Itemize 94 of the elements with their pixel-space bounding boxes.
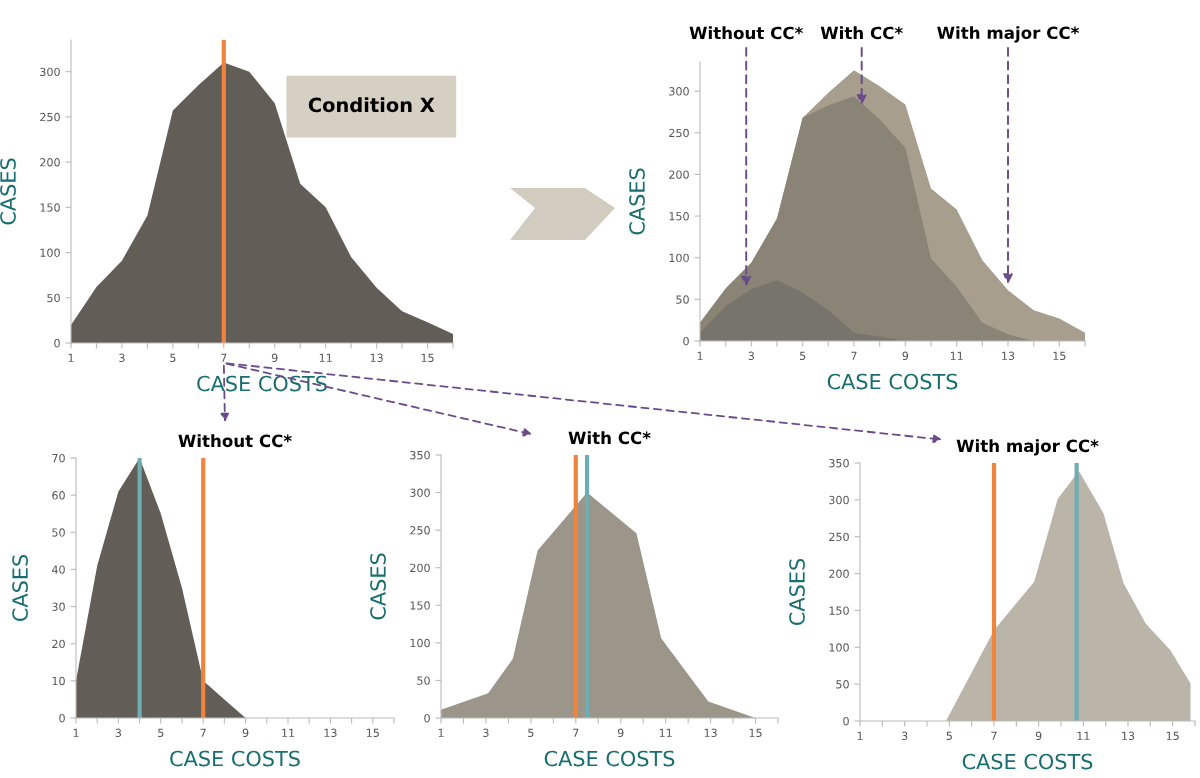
x-tick-label: 5 bbox=[528, 728, 534, 738]
y-tick-label: 200 bbox=[829, 569, 849, 578]
x-tick-label: 1 bbox=[438, 728, 444, 737]
y-tick-label: 200 bbox=[40, 158, 60, 167]
x-tick-label: 7 bbox=[573, 728, 579, 737]
y-tick-label: 50 bbox=[52, 528, 65, 537]
x-tick-label: 3 bbox=[119, 353, 125, 363]
y-axis-title: CASES bbox=[629, 168, 645, 235]
x-tick-label: 13 bbox=[1002, 351, 1015, 361]
y-tick-label: 60 bbox=[52, 491, 65, 500]
x-tick-label: 5 bbox=[946, 731, 952, 741]
y-tick-label: 40 bbox=[51, 565, 65, 574]
chart-title: With CC* bbox=[568, 431, 651, 445]
y-axis-title: CASES bbox=[12, 554, 28, 622]
annotation: Without CC* bbox=[689, 26, 803, 40]
y-tick-label: 0 bbox=[424, 713, 430, 723]
x-tick-label: 5 bbox=[158, 728, 164, 738]
x-tick-label: 9 bbox=[617, 728, 624, 738]
y-tick-label: 150 bbox=[669, 212, 689, 221]
annotation: With CC* bbox=[820, 26, 903, 40]
y-tick-label: 150 bbox=[410, 601, 430, 610]
y-tick-label: 350 bbox=[410, 450, 430, 460]
y-tick-label: 300 bbox=[669, 87, 689, 96]
x-tick-label: 15 bbox=[366, 728, 379, 738]
y-tick-label: 350 bbox=[829, 458, 849, 468]
x-tick-label: 15 bbox=[1166, 731, 1179, 741]
x-tick-label: 11 bbox=[319, 353, 332, 362]
x-axis-title: CASE COSTS bbox=[170, 750, 300, 767]
x-tick-label: 9 bbox=[1035, 731, 1042, 741]
y-tick-label: 300 bbox=[829, 495, 849, 505]
x-tick-label: 7 bbox=[851, 351, 857, 360]
y-tick-label: 250 bbox=[40, 112, 60, 122]
x-tick-label: 11 bbox=[659, 728, 672, 737]
x-tick-label: 11 bbox=[1077, 731, 1090, 740]
y-tick-label: 150 bbox=[40, 203, 60, 212]
y-tick-label: 50 bbox=[836, 680, 849, 689]
y-tick-label: 100 bbox=[410, 638, 430, 648]
y-tick-label: 30 bbox=[52, 602, 65, 611]
x-axis-title: CASE COSTS bbox=[962, 753, 1093, 770]
y-tick-label: 300 bbox=[410, 488, 430, 497]
x-tick-label: 9 bbox=[271, 353, 278, 363]
y-tick-label: 50 bbox=[676, 295, 689, 304]
x-tick-label: 9 bbox=[902, 351, 909, 361]
x-tick-label: 13 bbox=[704, 728, 717, 738]
x-tick-label: 15 bbox=[749, 728, 762, 738]
y-tick-label: 0 bbox=[683, 336, 689, 346]
y-tick-label: 200 bbox=[669, 170, 689, 179]
x-tick-label: 11 bbox=[950, 351, 963, 360]
y-axis-title: CASES bbox=[0, 158, 16, 225]
y-tick-label: 10 bbox=[52, 676, 65, 686]
x-axis-title: CASE COSTS bbox=[544, 750, 675, 767]
y-tick-label: 200 bbox=[410, 563, 430, 573]
x-tick-label: 13 bbox=[1122, 731, 1135, 741]
y-tick-label: 150 bbox=[829, 606, 849, 615]
chart-title: Without CC* bbox=[178, 434, 292, 448]
x-tick-label: 15 bbox=[421, 353, 434, 363]
x-tick-label: 1 bbox=[697, 351, 703, 360]
x-tick-label: 5 bbox=[799, 351, 806, 361]
y-tick-label: 250 bbox=[410, 526, 430, 535]
y-tick-label: 250 bbox=[669, 128, 689, 138]
x-tick-label: 9 bbox=[242, 728, 249, 738]
x-axis-title: CASE COSTS bbox=[827, 373, 958, 390]
x-tick-label: 1 bbox=[68, 353, 74, 362]
x-tick-label: 1 bbox=[857, 731, 863, 740]
x-tick-label: 11 bbox=[282, 728, 295, 737]
y-tick-label: 300 bbox=[40, 67, 60, 77]
x-tick-label: 15 bbox=[1053, 351, 1066, 361]
y-tick-label: 0 bbox=[54, 338, 60, 348]
x-tick-label: 1 bbox=[73, 728, 79, 737]
x-tick-label: 13 bbox=[324, 728, 337, 738]
y-tick-label: 0 bbox=[843, 716, 849, 726]
y-tick-label: 20 bbox=[52, 639, 65, 649]
x-tick-label: 3 bbox=[748, 351, 754, 361]
chart-title: With major CC* bbox=[956, 439, 1099, 456]
x-tick-label: 3 bbox=[483, 728, 489, 738]
x-tick-label: 3 bbox=[901, 731, 908, 741]
y-tick-label: 100 bbox=[40, 248, 60, 257]
y-axis-title: CASES bbox=[370, 553, 386, 620]
y-tick-label: 250 bbox=[829, 532, 849, 542]
y-tick-label: 50 bbox=[47, 293, 60, 303]
y-tick-label: 50 bbox=[417, 676, 430, 685]
x-tick-label: 5 bbox=[170, 353, 176, 363]
x-tick-label: 7 bbox=[221, 353, 227, 362]
annotation: Condition X bbox=[308, 97, 435, 113]
x-tick-label: 7 bbox=[991, 731, 997, 740]
x-tick-label: 3 bbox=[115, 728, 122, 738]
y-tick-label: 100 bbox=[669, 253, 689, 263]
y-tick-label: 70 bbox=[52, 453, 65, 463]
y-tick-label: 0 bbox=[59, 713, 65, 723]
y-tick-label: 100 bbox=[829, 643, 849, 652]
x-tick-label: 13 bbox=[370, 353, 383, 363]
y-axis-title: CASES bbox=[789, 558, 805, 626]
annotation: With major CC* bbox=[937, 26, 1080, 43]
x-tick-label: 7 bbox=[200, 728, 206, 737]
